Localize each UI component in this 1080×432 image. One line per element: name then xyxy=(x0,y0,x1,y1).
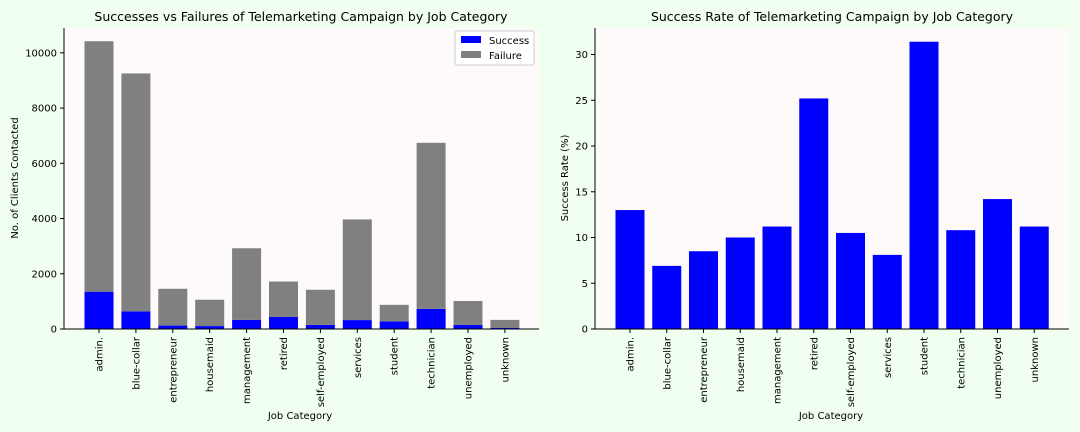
y-tick-label: 8000 xyxy=(32,104,57,115)
x-tick-label: retired xyxy=(809,337,820,370)
x-tick-label: retired xyxy=(279,337,290,370)
bar-value-services xyxy=(872,254,902,329)
x-tick-label: blue-collar xyxy=(662,336,673,390)
bar-success-unemployed xyxy=(453,325,483,329)
legend-swatch-success xyxy=(461,36,481,43)
x-tick-label: admin. xyxy=(95,337,106,372)
x-tick-label: technician xyxy=(427,337,438,389)
legend-swatch-failure xyxy=(461,51,481,58)
y-tick-label: 30 xyxy=(575,50,588,61)
bar-value-management xyxy=(762,226,792,329)
chart-title: Success Rate of Telemarketing Campaign b… xyxy=(651,9,1014,24)
y-tick-label: 5 xyxy=(582,279,588,290)
bars xyxy=(84,41,520,329)
legend-label-success: Success xyxy=(489,36,529,47)
bar-success-entrepreneur xyxy=(158,325,188,329)
x-tick-label: entrepreneur xyxy=(168,336,179,403)
x-tick-label: student xyxy=(920,337,931,375)
y-tick-label: 0 xyxy=(582,325,588,336)
bar-success-housemaid xyxy=(195,326,225,329)
bar-value-retired xyxy=(799,98,829,329)
bar-failure-admin- xyxy=(84,41,114,292)
y-tick-label: 15 xyxy=(575,187,588,198)
bar-value-student xyxy=(909,41,939,330)
x-tick-label: technician xyxy=(956,337,967,389)
chart-successes-vs-failures: Successes vs Failures of Telemarketing C… xyxy=(10,9,539,422)
legend-label-failure: Failure xyxy=(489,51,522,62)
y-axis-label: No. of Clients Contacted xyxy=(10,117,21,238)
bar-success-student xyxy=(379,321,409,329)
bar-failure-unknown xyxy=(490,319,520,328)
bar-success-retired xyxy=(269,317,298,329)
bar-value-entrepreneur xyxy=(689,251,718,329)
x-axis-ticks: admin. blue-collar entrepreneur housemaid ma… xyxy=(95,329,511,407)
x-tick-label: housemaid xyxy=(736,337,747,392)
bar-failure-retired xyxy=(269,281,298,318)
y-tick-label: 6000 xyxy=(32,159,57,170)
x-tick-label: unemployed xyxy=(464,337,475,399)
bar-value-blue-collar xyxy=(652,265,682,329)
bar-failure-technician xyxy=(416,142,446,309)
x-tick-label: unemployed xyxy=(993,337,1004,399)
x-tick-label: student xyxy=(390,337,401,375)
chart-success-rate: Success Rate of Telemarketing Campaign b… xyxy=(560,9,1069,422)
x-axis-label: Job Category xyxy=(798,411,863,422)
y-tick-label: 20 xyxy=(575,142,588,153)
y-axis-ticks: 0 5 10 15 20 25 30 xyxy=(575,50,595,336)
bar-failure-self-employed xyxy=(305,289,335,325)
x-tick-label: blue-collar xyxy=(131,336,142,390)
x-tick-label: self-employed xyxy=(316,337,327,407)
bar-success-blue-collar xyxy=(121,311,151,329)
bar-success-admin- xyxy=(84,291,114,329)
bar-success-technician xyxy=(416,308,446,329)
y-axis-label: Success Rate (%) xyxy=(560,134,571,221)
bar-value-unknown xyxy=(1019,226,1049,329)
y-tick-label: 0 xyxy=(51,325,57,336)
bar-success-management xyxy=(232,319,262,329)
bar-failure-services xyxy=(342,219,372,321)
bar-value-admin- xyxy=(615,210,645,329)
chart-title: Successes vs Failures of Telemarketing C… xyxy=(94,9,508,24)
x-axis-ticks: admin. blue-collar entrepreneur housemaid ma… xyxy=(626,329,1041,407)
bars xyxy=(615,41,1049,330)
y-tick-label: 10000 xyxy=(25,48,57,59)
bar-value-self-employed xyxy=(836,232,865,329)
x-axis-label: Job Category xyxy=(267,411,332,422)
x-tick-label: unknown xyxy=(500,337,511,382)
bar-failure-management xyxy=(232,248,262,320)
x-tick-label: management xyxy=(773,337,784,404)
bar-value-technician xyxy=(946,230,976,329)
y-tick-label: 4000 xyxy=(32,214,57,225)
bar-failure-unemployed xyxy=(453,300,483,326)
x-tick-label: housemaid xyxy=(205,337,216,392)
bar-failure-entrepreneur xyxy=(158,288,188,326)
bar-value-housemaid xyxy=(725,237,755,329)
bar-failure-blue-collar xyxy=(121,73,151,312)
y-tick-label: 25 xyxy=(575,96,588,107)
legend: Success Failure xyxy=(454,30,535,66)
y-tick-label: 2000 xyxy=(32,269,57,280)
bar-success-services xyxy=(342,320,372,329)
x-tick-label: entrepreneur xyxy=(699,336,710,403)
bar-failure-student xyxy=(379,304,409,322)
bar-value-unemployed xyxy=(983,199,1012,329)
bar-failure-housemaid xyxy=(195,299,225,327)
y-tick-label: 10 xyxy=(575,233,588,244)
bar-success-unknown xyxy=(490,327,520,329)
y-axis-ticks: 0 2000 4000 6000 8000 10000 xyxy=(25,48,64,336)
x-tick-label: admin. xyxy=(626,337,637,372)
x-tick-label: services xyxy=(883,337,894,378)
bar-success-self-employed xyxy=(305,324,335,329)
x-tick-label: self-employed xyxy=(846,337,857,407)
x-tick-label: unknown xyxy=(1030,337,1041,382)
x-tick-label: management xyxy=(242,337,253,404)
x-tick-label: services xyxy=(353,337,364,378)
